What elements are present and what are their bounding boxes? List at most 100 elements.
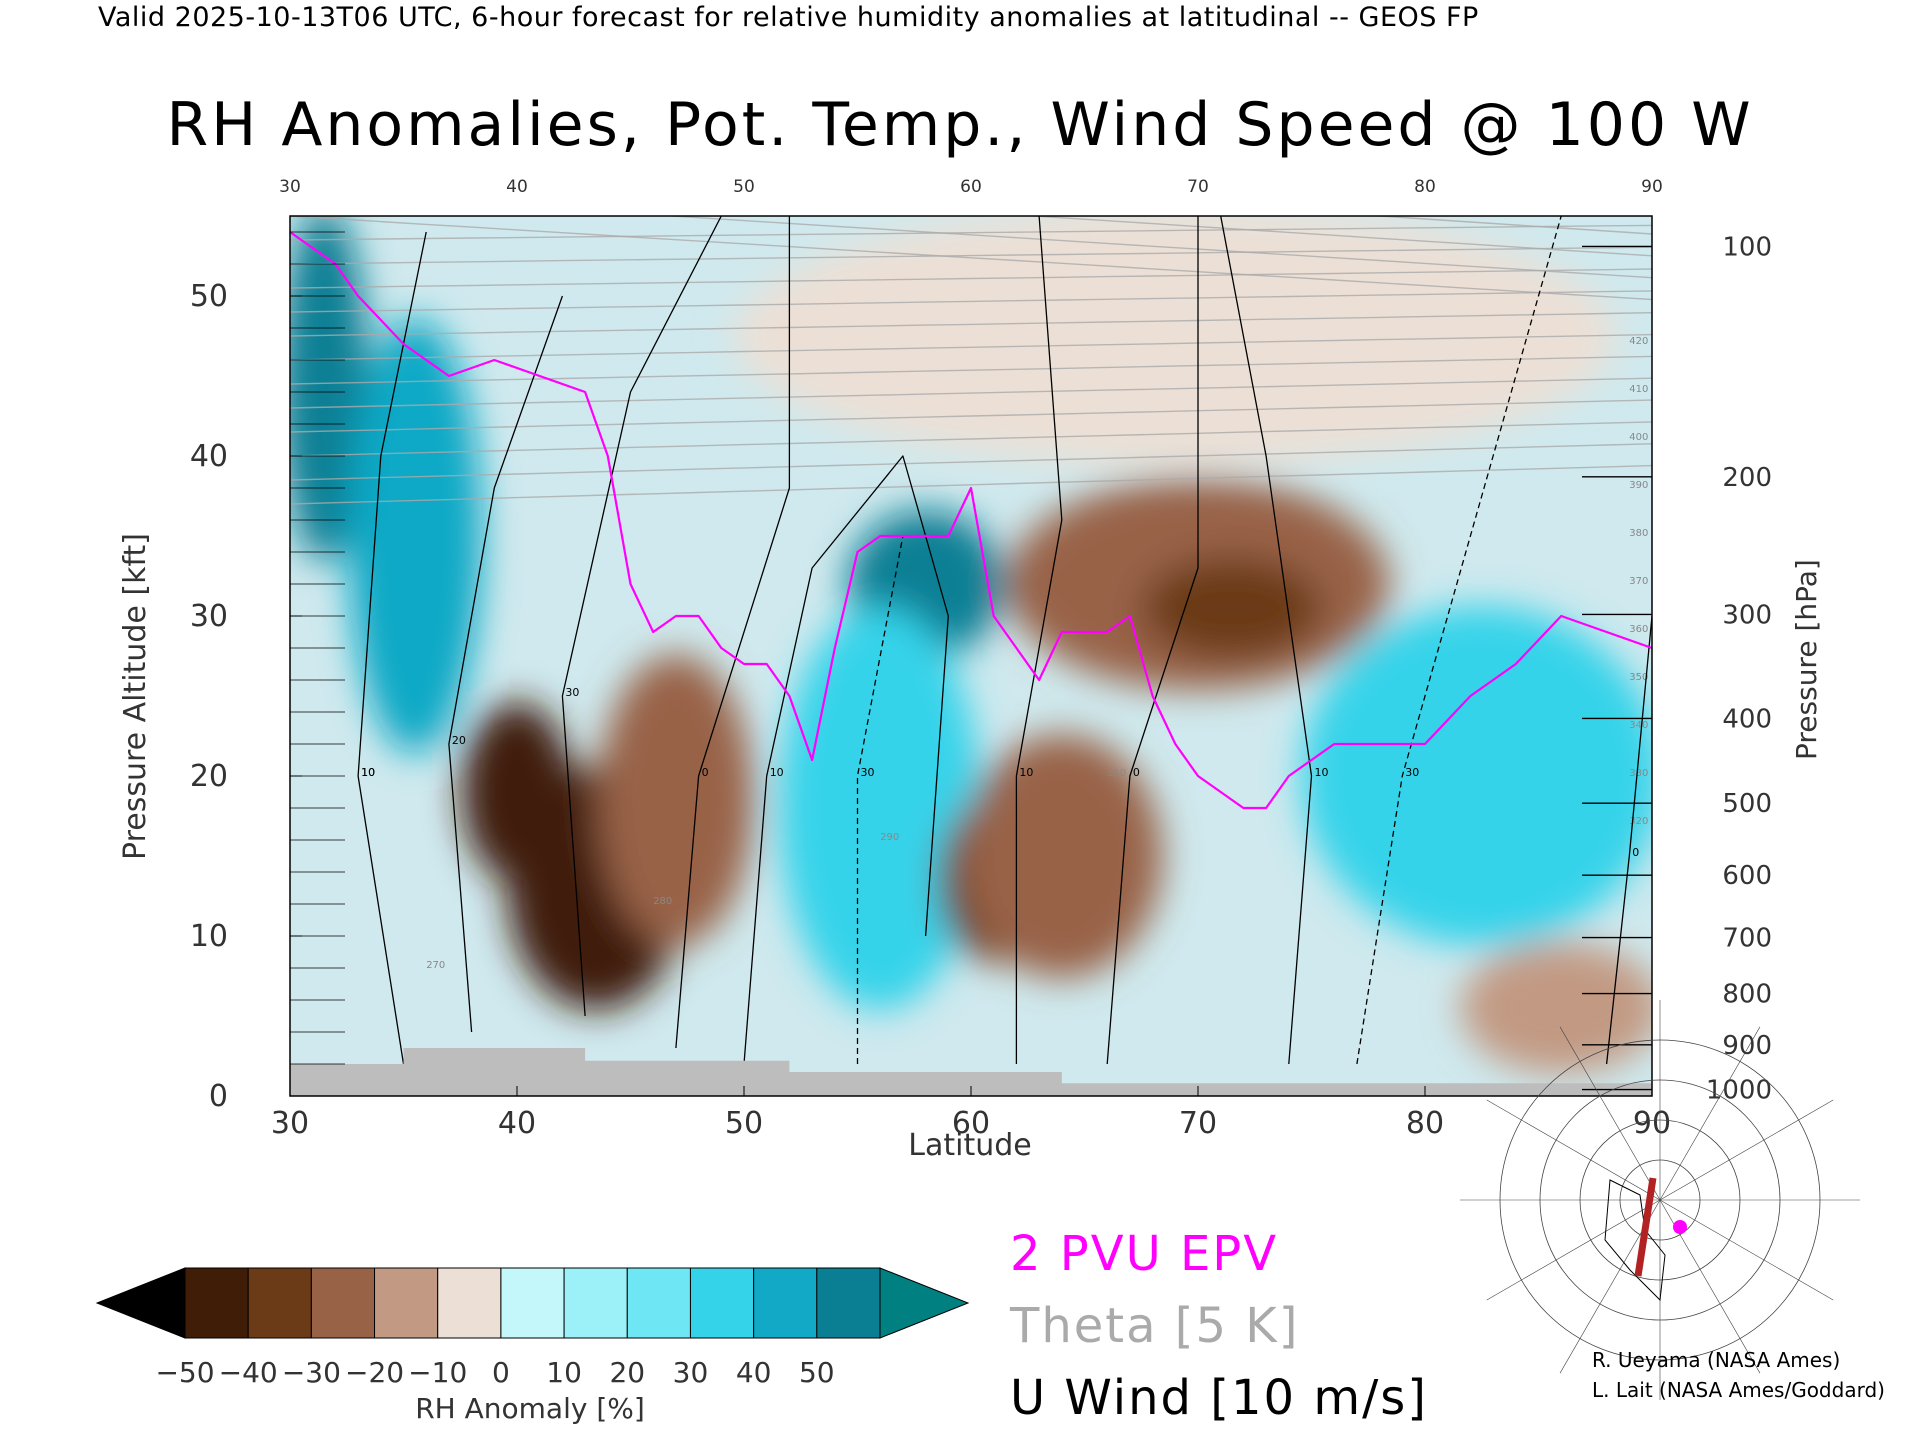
credit-author-2: L. Lait (NASA Ames/Goddard) bbox=[1592, 1378, 1885, 1402]
rh-region-12 bbox=[1460, 942, 1652, 1074]
colorbar-max-arrow bbox=[879, 1267, 970, 1339]
theta-label-3: 310 bbox=[1107, 768, 1126, 779]
inset-coastline bbox=[1604, 1179, 1666, 1302]
u-wind-line-8 bbox=[1220, 216, 1313, 1065]
colorbar-label: RH Anomaly [%] bbox=[415, 1392, 645, 1425]
theta-line-13 bbox=[661, 216, 1652, 279]
theta-line-20 bbox=[290, 24, 1652, 125]
theta-line-14 bbox=[1023, 216, 1652, 257]
x-axis-label: Latitude bbox=[908, 1128, 1032, 1163]
y-tick-label-30: 30 bbox=[190, 599, 228, 634]
colorbar-box-9 bbox=[753, 1267, 818, 1339]
colorbar-box-6 bbox=[563, 1267, 628, 1339]
x-tick-label-60: 60 bbox=[952, 1106, 990, 1141]
y-tick-label-0: 0 bbox=[209, 1079, 228, 1114]
pressure-tick-label-500: 500 bbox=[1722, 789, 1772, 819]
colorbar-box-10 bbox=[816, 1267, 881, 1339]
rh-region-8 bbox=[961, 734, 1163, 978]
theta-label-9: 370 bbox=[1629, 576, 1648, 587]
colorbar-box-7 bbox=[626, 1267, 691, 1339]
theta-line-3 bbox=[290, 399, 1652, 433]
theta-line-18 bbox=[290, 72, 1652, 169]
u-wind-line-10 bbox=[1605, 615, 1652, 1065]
colorbar-box-3 bbox=[374, 1267, 439, 1339]
pressure-tick-label-600: 600 bbox=[1722, 861, 1772, 891]
x-tick-label-40: 40 bbox=[498, 1106, 536, 1141]
colorbar-tick-label-10: 50 bbox=[799, 1356, 835, 1389]
y-tick-label-50: 50 bbox=[190, 279, 228, 314]
pressure-tick-label-200: 200 bbox=[1722, 463, 1772, 493]
u-wind-label-0: 10 bbox=[361, 766, 375, 779]
rh-region-1 bbox=[348, 318, 482, 754]
u-wind-line-1 bbox=[448, 295, 564, 1033]
theta-line-6 bbox=[290, 333, 1652, 361]
theta-label-2: 290 bbox=[880, 832, 899, 843]
x-tick-label-80: 80 bbox=[1406, 1106, 1444, 1141]
theta-label-12: 400 bbox=[1629, 432, 1648, 443]
colorbar-box-5 bbox=[500, 1267, 565, 1339]
u-wind-label-9: 30 bbox=[1405, 766, 1419, 779]
theta-label-7: 350 bbox=[1629, 672, 1648, 683]
x-tick-label-50: 50 bbox=[725, 1106, 763, 1141]
x-top-tick-label-40: 40 bbox=[506, 177, 528, 197]
theta-label-10: 380 bbox=[1629, 528, 1648, 539]
u-wind-label-7: 0 bbox=[1133, 766, 1140, 779]
theta-line-10 bbox=[290, 246, 1652, 265]
theta-line-2 bbox=[290, 421, 1652, 457]
theta-line-7 bbox=[290, 312, 1652, 337]
u-wind-line-5 bbox=[856, 535, 904, 1064]
theta-line-5 bbox=[290, 355, 1652, 385]
epv-2pvu-line bbox=[290, 231, 1652, 810]
theta-label-8: 360 bbox=[1629, 624, 1648, 635]
theta-line-25 bbox=[290, 0, 1652, 16]
theta-line-23 bbox=[290, 0, 1652, 59]
colorbar-tick-label-4: −10 bbox=[408, 1356, 467, 1389]
u-wind-line-2 bbox=[561, 216, 722, 1017]
forecast-header: Valid 2025-10-13T06 UTC, 6-hour forecast… bbox=[98, 2, 1479, 33]
pressure-tick-label-800: 800 bbox=[1722, 980, 1772, 1010]
x-tick-label-70: 70 bbox=[1179, 1106, 1217, 1141]
epv-line-path bbox=[290, 231, 1652, 810]
rh-region-6 bbox=[779, 606, 981, 1010]
inset-section-line bbox=[1634, 1177, 1657, 1277]
u-wind-label-1: 20 bbox=[452, 734, 466, 747]
u-wind-line-7 bbox=[1106, 216, 1199, 1065]
u-wind-line-3 bbox=[675, 216, 791, 1049]
colorbar-tick-label-2: −30 bbox=[282, 1356, 341, 1389]
colorbar-box-0 bbox=[184, 1267, 249, 1339]
x-tick-label-90: 90 bbox=[1633, 1106, 1671, 1141]
u-wind-line-6 bbox=[1015, 216, 1063, 1064]
pressure-tick-label-700: 700 bbox=[1722, 924, 1772, 954]
u-wind-label-5: 30 bbox=[861, 766, 875, 779]
u-wind-label-3: 0 bbox=[702, 766, 709, 779]
theta-label-14: 420 bbox=[1629, 336, 1648, 347]
x-top-tick-label-30: 30 bbox=[279, 177, 301, 197]
inset-meridian bbox=[1559, 1026, 1661, 1201]
u-wind-line-9 bbox=[1356, 216, 1562, 1065]
colorbar-tick-label-1: −40 bbox=[219, 1356, 278, 1389]
terrain-mask bbox=[290, 1048, 1652, 1096]
u-wind-label-6: 10 bbox=[1019, 766, 1033, 779]
colorbar-box-1 bbox=[247, 1267, 312, 1339]
theta-line-9 bbox=[290, 268, 1652, 289]
theta-line-12 bbox=[290, 216, 1652, 301]
rh-region-0 bbox=[290, 216, 369, 562]
theta-line-8 bbox=[290, 290, 1652, 313]
legend-u-wind: U Wind [10 m/s] bbox=[1010, 1370, 1429, 1426]
u-wind-line-4 bbox=[743, 455, 949, 1065]
theta-label-4: 320 bbox=[1629, 816, 1648, 827]
colorbar-tick-label-9: 40 bbox=[736, 1356, 772, 1389]
theta-label-13: 410 bbox=[1629, 384, 1648, 395]
colorbar-min-arrow bbox=[95, 1267, 186, 1339]
colorbar-tick-label-8: 30 bbox=[673, 1356, 709, 1389]
colorbar-tick-label-7: 20 bbox=[609, 1356, 645, 1389]
x-top-tick-label-90: 90 bbox=[1641, 177, 1663, 197]
theta-line-24 bbox=[290, 0, 1652, 37]
theta-label-11: 390 bbox=[1629, 480, 1648, 491]
colorbar-tick-label-5: 0 bbox=[492, 1356, 510, 1389]
inset-marker bbox=[1673, 1220, 1687, 1234]
theta-line-16 bbox=[290, 120, 1652, 212]
colorbar-box-2 bbox=[310, 1267, 376, 1339]
